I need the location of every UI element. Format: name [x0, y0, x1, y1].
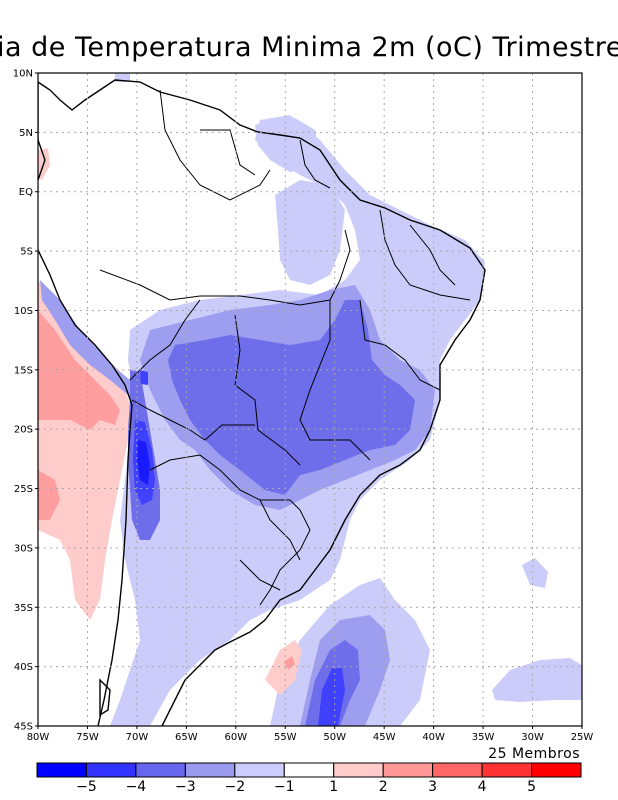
grid-lines	[38, 73, 582, 726]
neg-anomaly-atlantic-4	[318, 668, 345, 726]
colorbar-swatch	[333, 762, 384, 778]
colorbar-swatch	[85, 762, 137, 778]
pos-anomaly-pacific-mid2	[38, 470, 60, 520]
colorbar-label: 1	[329, 779, 338, 795]
colorbar-swatch	[234, 762, 285, 778]
lon-tick-label: 65W	[175, 732, 198, 743]
colorbar-swatch	[531, 762, 582, 778]
lon-tick-label: 50W	[323, 732, 346, 743]
lon-tick-label: 30W	[521, 732, 544, 743]
colorbar-label: 5	[527, 779, 536, 795]
neg-anomaly-andes-5	[137, 440, 150, 485]
lon-tick-label: 45W	[373, 732, 396, 743]
pos-anomaly-atlantic	[265, 640, 302, 695]
coastlines	[38, 79, 486, 726]
colorbar-label: −3	[175, 779, 196, 795]
lat-tick-label: 10S	[14, 306, 33, 317]
colorbar-swatch	[36, 762, 87, 778]
colorbar-swatch	[432, 762, 483, 778]
lat-tick-label: 35S	[14, 603, 33, 614]
colorbar-label: −4	[126, 779, 147, 795]
lon-tick-label: 55W	[274, 732, 297, 743]
lon-tick-label: 25W	[571, 732, 594, 743]
lat-tick-label: 45S	[14, 722, 33, 733]
colorbar: −5 −4 −3 −2 −1 1 2 3 4 5	[36, 762, 582, 795]
colorbar-swatch	[283, 762, 335, 778]
colorbar-label: 2	[379, 779, 388, 795]
lon-tick-label: 80W	[27, 732, 50, 743]
lat-tick-label: 15S	[14, 365, 33, 376]
colorbar-label: 4	[478, 779, 487, 795]
lat-tick-label: 20S	[14, 425, 33, 436]
neg-anomaly-small-se	[522, 558, 548, 588]
neg-anomaly-andes-n	[140, 370, 148, 385]
pos-anomaly-pacific-mid	[38, 310, 120, 430]
lat-tick-label: EQ	[19, 187, 33, 198]
neg-anomaly-far-se	[492, 658, 582, 702]
colorbar-label: 3	[428, 779, 437, 795]
map-title: ia de Temperatura Minima 2m (oC) Trimest…	[0, 32, 618, 63]
neg-anomaly-3	[168, 300, 415, 495]
colorbar-swatch	[184, 762, 236, 778]
map-frame	[37, 72, 583, 727]
lat-tick-label: 30S	[14, 543, 33, 554]
map-area	[38, 73, 582, 726]
borders	[99, 89, 471, 606]
lat-tick-label: 5N	[19, 128, 33, 139]
pos-anomaly-atlantic-core	[284, 656, 295, 670]
colorbar-swatch	[135, 762, 186, 778]
lon-tick-label: 75W	[76, 732, 99, 743]
neg-anomaly-north-2	[275, 180, 345, 285]
colorbar-label: −5	[76, 779, 97, 795]
colorbar-label: −1	[274, 779, 295, 795]
members-note: 25 Membros	[488, 746, 580, 762]
colorbar-swatch	[481, 762, 533, 778]
lat-tick-label: 5S	[20, 247, 33, 258]
lon-tick-label: 60W	[225, 732, 248, 743]
lon-tick-label: 70W	[126, 732, 149, 743]
colorbar-label: −2	[224, 779, 245, 795]
lon-tick-label: 35W	[472, 732, 495, 743]
lon-tick-label: 40W	[422, 732, 445, 743]
latitude-axis: 10N 5N EQ 5S 10S 15S 20S 25S 30S 35S 40S 45S	[13, 69, 38, 733]
colorbar-swatch	[382, 762, 434, 778]
lat-tick-label: 40S	[14, 662, 33, 673]
lat-tick-label: 10N	[13, 69, 33, 80]
lat-tick-label: 25S	[14, 484, 33, 495]
longitude-axis: 80W 75W 70W 65W 60W 55W 50W 45W 40W 35W 30W 25W	[27, 726, 594, 743]
